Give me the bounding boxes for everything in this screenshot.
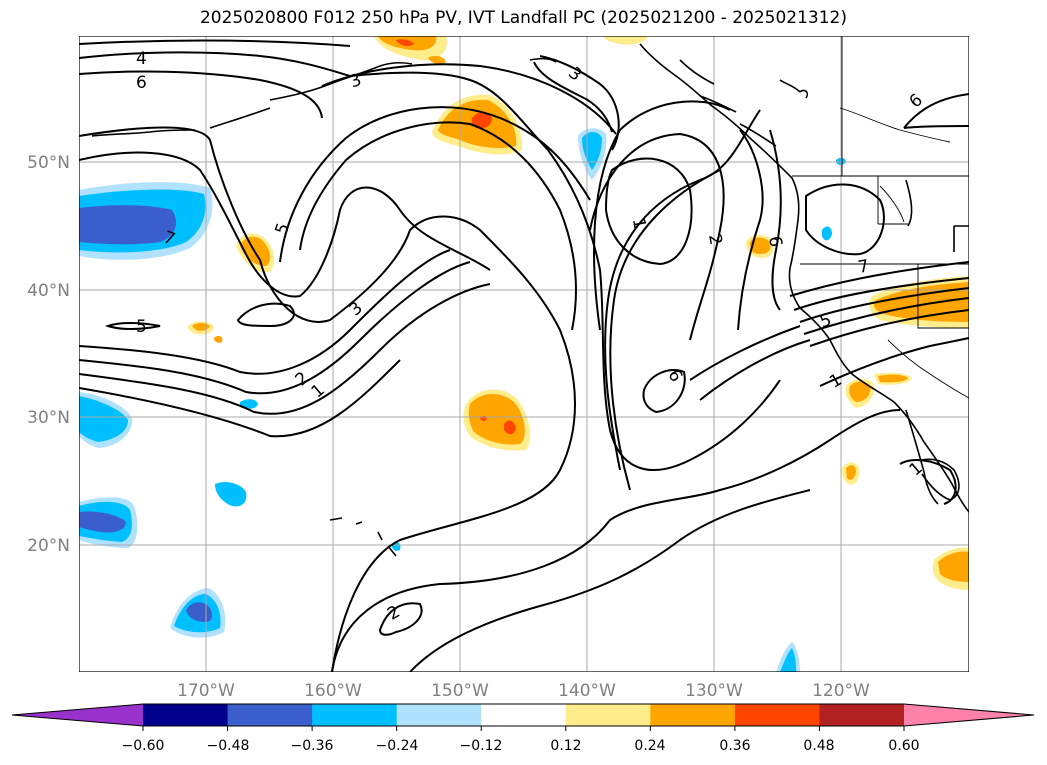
lon-label: 170°W xyxy=(177,681,235,701)
colorbar-extension-high xyxy=(904,704,1034,726)
colorbar-segment xyxy=(819,704,905,726)
colorbar-extension-low xyxy=(12,704,143,726)
colorbar-tick-label: −0.48 xyxy=(207,738,250,754)
colorbar-tick-label: 0.48 xyxy=(803,738,834,754)
contour-label: 6 xyxy=(764,235,786,249)
contour-landfall-jet xyxy=(789,261,969,297)
contour-label: 5 xyxy=(136,317,147,337)
colorbar-tick-label: −0.36 xyxy=(291,738,334,754)
colorbar: −0.60 −0.48 −0.36 −0.24 −0.12 0.12 0.24 … xyxy=(11,703,1035,754)
colorbar-segment xyxy=(312,704,398,726)
lon-label: 120°W xyxy=(812,681,870,701)
contour-label: 2 xyxy=(704,233,726,247)
contour-label: 1 xyxy=(628,217,650,231)
colorbar-tick-label: −0.60 xyxy=(122,738,165,754)
colorbar-segments xyxy=(11,703,1035,727)
pv-contours xyxy=(79,39,969,672)
colorbar-tick-label: 0.12 xyxy=(550,738,581,754)
lon-label: 140°W xyxy=(558,681,616,701)
colorbar-segment xyxy=(481,704,567,726)
lon-label: 160°W xyxy=(304,681,362,701)
colorbar-segment xyxy=(650,704,736,726)
shaded-anomalies xyxy=(79,36,969,672)
contour-label: 4 xyxy=(136,49,147,69)
contour-4-north xyxy=(79,51,351,77)
colorbar-segment xyxy=(565,704,651,726)
political-borders xyxy=(792,36,969,399)
colorbar-ticks xyxy=(142,726,905,731)
colorbar-tick-label: 0.24 xyxy=(634,738,665,754)
colorbar-segment xyxy=(227,704,313,726)
colorbar-tick-label: −0.12 xyxy=(460,738,503,754)
colorbar-segment xyxy=(143,704,229,726)
longitude-labels: 170°W 160°W 150°W 140°W 130°W 120°W xyxy=(177,681,870,701)
lat-label: 50°N xyxy=(27,153,70,173)
contour-6-north xyxy=(79,70,323,119)
neg-region-25n xyxy=(215,482,247,507)
contour-1-closed xyxy=(604,157,693,266)
contour-label: 7 xyxy=(857,256,871,278)
lat-label: 40°N xyxy=(27,281,70,301)
lon-label: 130°W xyxy=(685,681,743,701)
lat-label: 30°N xyxy=(27,408,70,428)
colorbar-segment xyxy=(734,704,820,726)
latitude-labels: 50°N 40°N 30°N 20°N xyxy=(27,153,70,556)
colorbar-tick-label: 0.36 xyxy=(719,738,750,754)
contour-label: 6 xyxy=(136,73,147,93)
colorbar-segment xyxy=(396,704,482,726)
colorbar-tick-label: 0.60 xyxy=(888,738,919,754)
colorbar-tick-labels: −0.60 −0.48 −0.36 −0.24 −0.12 0.12 0.24 … xyxy=(122,738,920,754)
map-panel: 4 6 3 3 6 1 2 6 5 7 7 5 3 2 1 6 5 1 1 2 xyxy=(79,36,969,672)
lon-label: 150°W xyxy=(431,681,489,701)
colorbar-tick-label: −0.24 xyxy=(376,738,419,754)
contour-large-trough xyxy=(79,126,576,672)
lat-label: 20°N xyxy=(27,536,70,556)
map-title: 2025020800 F012 250 hPa PV, IVT Landfall… xyxy=(199,8,847,28)
contour-2-south xyxy=(378,602,423,636)
graticule xyxy=(79,36,969,672)
